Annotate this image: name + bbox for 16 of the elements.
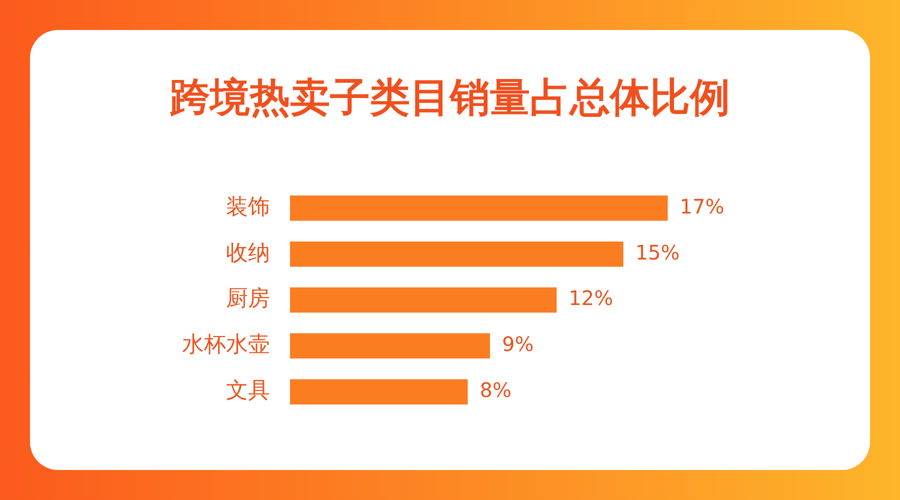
y-tick-label: 装饰 xyxy=(226,194,270,220)
bar xyxy=(290,241,624,267)
data-label: 9% xyxy=(502,332,534,356)
y-tick-label: 文具 xyxy=(226,378,270,404)
y-tick-label: 水杯水壶 xyxy=(182,332,270,358)
y-tick-label: 厨房 xyxy=(226,286,270,312)
bar xyxy=(290,333,490,359)
bar xyxy=(290,287,557,313)
data-label: 17% xyxy=(680,194,724,218)
y-tick-label: 收纳 xyxy=(226,240,270,266)
chart-title: 跨境热卖子类目销量占总体比例 xyxy=(169,74,731,123)
data-label: 12% xyxy=(568,286,614,310)
data-label: 15% xyxy=(635,240,680,264)
data-label: 8% xyxy=(480,378,512,402)
bar xyxy=(290,196,668,221)
bar xyxy=(290,379,468,404)
